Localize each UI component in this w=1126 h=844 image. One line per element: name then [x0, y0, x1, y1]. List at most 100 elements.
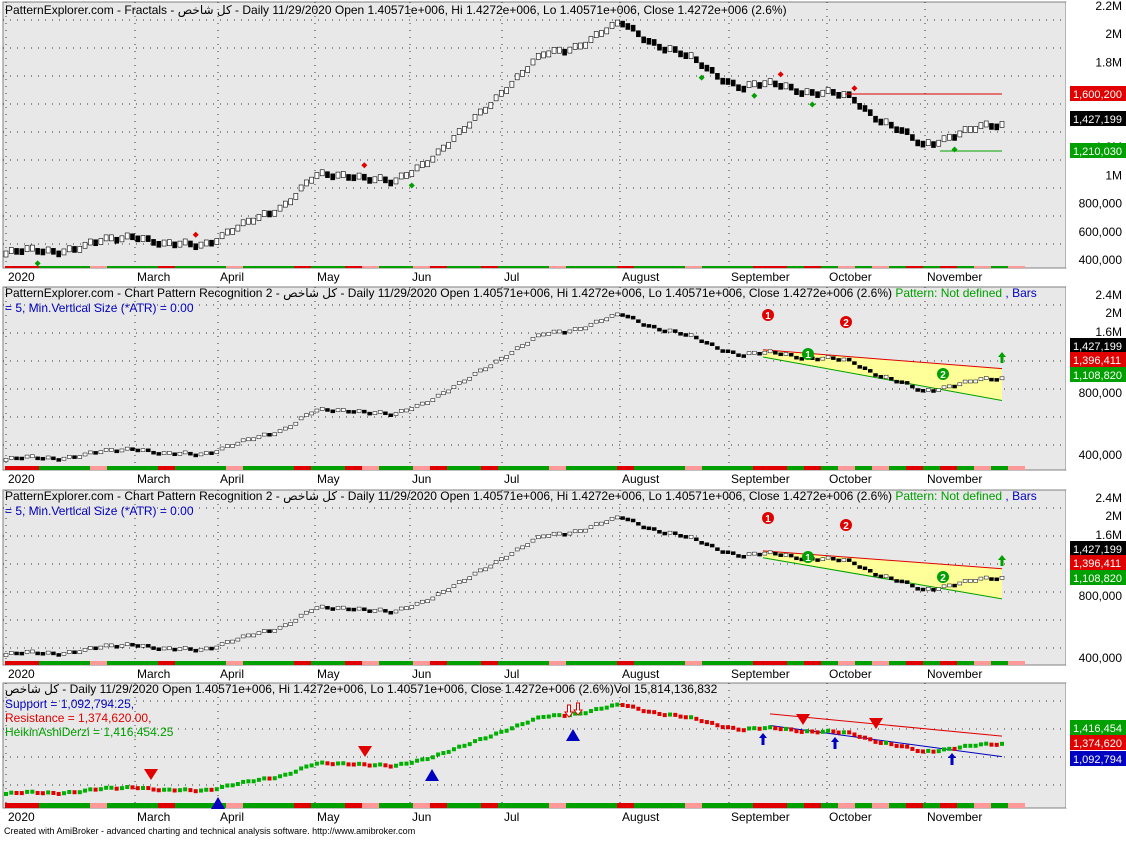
panel-heikin[interactable]: 2020 March April May Jun Jul August September Oc… — [2, 682, 1126, 824]
price-bar — [119, 235, 125, 243]
price-bar — [256, 214, 262, 221]
price-bar — [968, 126, 973, 133]
heikin-bar — [420, 757, 425, 762]
status-strip-segment — [617, 661, 634, 665]
status-strip-segment — [617, 266, 634, 268]
price-bar — [19, 456, 25, 461]
status-strip-segment — [260, 661, 277, 665]
price-bar — [757, 82, 762, 89]
price-bar — [725, 550, 731, 554]
panel-background[interactable] — [2, 1, 1067, 269]
status-strip-segment — [481, 661, 498, 665]
heikin-bar — [868, 737, 873, 742]
price-bar — [430, 596, 436, 601]
month-label: Jul — [504, 472, 519, 486]
status-strip-segment — [192, 661, 209, 665]
price-bar — [525, 543, 530, 547]
status-strip-segment — [90, 466, 107, 470]
panel-pattern1[interactable]: 2020 March April May Jun Jul August September Oc… — [2, 286, 1126, 486]
price-bar — [857, 565, 862, 569]
status-strip-segment — [872, 466, 889, 470]
panel-pattern2[interactable]: 2020 March April May Jun Jul August September Oc… — [2, 489, 1126, 681]
price-bar — [203, 239, 209, 247]
status-strip-segment — [124, 803, 141, 808]
price-bar — [999, 376, 1005, 381]
status-strip-segment — [226, 466, 243, 470]
month-label: September — [731, 270, 790, 284]
price-bar — [794, 88, 799, 95]
price-bar — [588, 323, 594, 327]
price-bar — [456, 381, 462, 385]
status-strip-segment — [719, 803, 736, 808]
status-strip-segment — [413, 803, 430, 808]
status-strip-segment — [804, 266, 821, 268]
fractal-bottom-marker — [408, 182, 415, 189]
status-strip-segment — [277, 661, 294, 665]
price-bar — [910, 134, 915, 141]
heikin-bar — [678, 714, 683, 719]
month-label: Jun — [412, 472, 431, 486]
price-bar — [404, 408, 409, 413]
price-bar — [904, 128, 910, 135]
price-bar — [762, 551, 768, 556]
heikin-bar — [910, 746, 915, 751]
heikin-bar — [225, 783, 230, 788]
heikin-bar — [625, 703, 630, 708]
price-bar — [214, 645, 220, 650]
price-bar — [952, 134, 957, 141]
price-bar — [651, 527, 657, 531]
status-strip-segment — [991, 661, 1008, 665]
panel-background[interactable] — [2, 682, 1067, 809]
price-bar — [346, 607, 351, 612]
price-bar — [572, 529, 578, 534]
status-strip-segment — [362, 803, 379, 808]
price-bar — [915, 139, 920, 147]
month-label: April — [220, 270, 244, 284]
status-strip-segment — [957, 266, 974, 268]
price-bar — [251, 437, 256, 442]
price-bar — [135, 644, 140, 648]
price-bar — [535, 53, 541, 60]
price-bar — [868, 569, 873, 573]
price-bar — [135, 448, 140, 453]
status-strip-segment — [634, 466, 651, 470]
price-bar — [477, 108, 483, 116]
heikin-bar — [351, 762, 356, 767]
price-bar — [709, 342, 715, 346]
pattern-point-label: 1 — [765, 514, 771, 525]
heikin-bar — [504, 728, 509, 733]
price-bar — [525, 341, 530, 346]
price-bar — [435, 393, 441, 398]
heikin-bar — [88, 787, 93, 792]
heikin-bar — [857, 734, 862, 739]
heikin-bar — [509, 726, 514, 731]
price-bar — [883, 374, 889, 379]
fractal-top-marker — [851, 85, 858, 92]
price-bar — [567, 531, 573, 536]
price-bar — [978, 377, 984, 381]
price-bar — [446, 389, 451, 394]
status-strip-segment — [39, 266, 56, 268]
price-bar — [936, 587, 942, 591]
month-label: August — [622, 472, 660, 486]
status-strip-segment — [175, 661, 192, 665]
panel-fractals[interactable]: 2020 March April May Jun Jul August September Oc… — [2, 0, 1126, 284]
status-strip-segment — [736, 266, 753, 268]
status-strip-segment — [685, 466, 702, 470]
price-bar — [715, 346, 720, 350]
price-bar — [225, 444, 230, 448]
heikin-bar — [499, 729, 504, 734]
heikin-bar — [314, 761, 319, 766]
heikin-bar — [805, 729, 810, 734]
heikin-bar — [320, 760, 325, 765]
heikin-bar — [594, 707, 599, 712]
price-bar — [383, 411, 388, 416]
price-bar — [799, 357, 804, 361]
month-label: May — [317, 472, 340, 486]
price-bar — [267, 210, 272, 218]
heikin-bar — [336, 761, 340, 766]
price-bar — [293, 421, 299, 426]
status-strip-segment — [821, 266, 838, 268]
price-tag — [1070, 86, 1126, 101]
